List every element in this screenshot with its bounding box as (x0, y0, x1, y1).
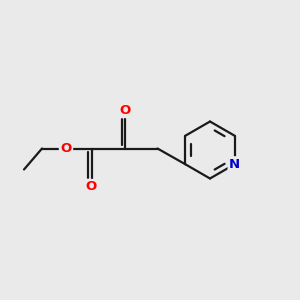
Text: O: O (119, 103, 130, 117)
Text: O: O (86, 180, 97, 194)
Text: N: N (229, 158, 240, 171)
Text: O: O (60, 142, 72, 155)
